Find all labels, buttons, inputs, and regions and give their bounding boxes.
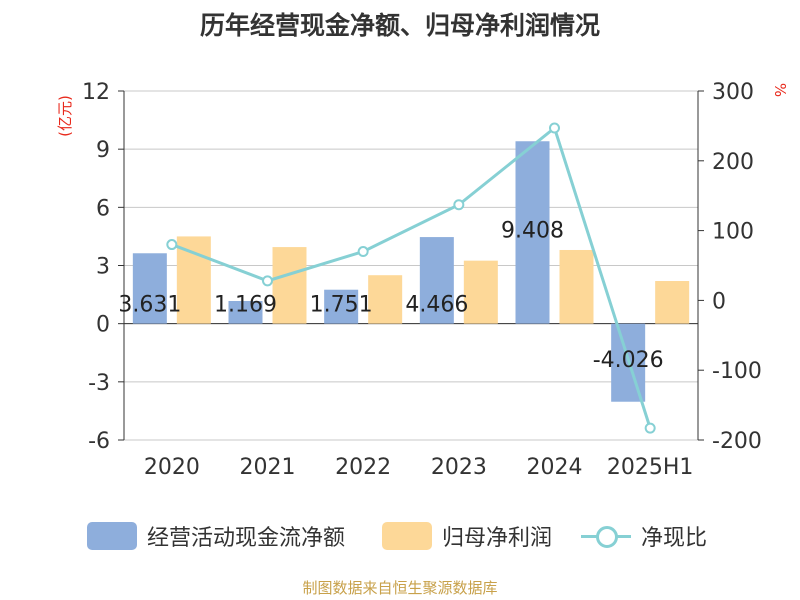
x-tick-label: 2024 bbox=[527, 455, 583, 480]
legend-item-ratio[interactable]: 净现比 bbox=[581, 518, 707, 554]
cash-flow-data-label: -4.026 bbox=[593, 348, 664, 373]
cash-flow-bar bbox=[132, 253, 167, 324]
net-profit-bar bbox=[463, 260, 498, 324]
legend-label-net-profit: 归母净利润 bbox=[442, 526, 553, 551]
left-tick-label: -6 bbox=[88, 429, 110, 454]
chart-title: 历年经营现金净额、归母净利润情况 bbox=[199, 11, 600, 40]
net-profit-bar bbox=[559, 249, 594, 324]
legend: 经营活动现金流净额 归母净利润 净现比 bbox=[0, 518, 800, 554]
legend-item-cash-flow[interactable]: 经营活动现金流净额 bbox=[87, 518, 345, 554]
cash-flow-data-label: 1.751 bbox=[310, 293, 373, 318]
legend-label-ratio: 净现比 bbox=[641, 526, 708, 551]
right-tick-label: 200 bbox=[712, 150, 754, 175]
cash-flow-bar bbox=[419, 237, 454, 324]
axes bbox=[118, 90, 704, 441]
x-tick-label: 2022 bbox=[335, 455, 391, 480]
left-tick-label: 9 bbox=[96, 138, 110, 163]
net-profit-bar bbox=[272, 247, 307, 324]
net-profit-bar bbox=[176, 236, 211, 324]
left-tick-label: -3 bbox=[88, 371, 110, 396]
ratio-line-series bbox=[166, 122, 656, 434]
left-tick-label: 12 bbox=[82, 80, 110, 105]
ratio-point bbox=[166, 239, 178, 251]
right-tick-label: 0 bbox=[712, 289, 726, 314]
right-tick-label: 100 bbox=[712, 220, 754, 245]
x-tick-label: 2021 bbox=[240, 455, 296, 480]
right-tick-label: 300 bbox=[712, 80, 754, 105]
line-circle-marker-icon bbox=[581, 522, 631, 550]
left-tick-label: 3 bbox=[96, 255, 110, 280]
cash-flow-data-label: 4.466 bbox=[405, 293, 468, 318]
x-tick-label: 2020 bbox=[144, 455, 200, 480]
net-profit-bar bbox=[655, 281, 690, 324]
cash-flow-data-label: 3.631 bbox=[118, 293, 181, 318]
data-labels: 3.631 1.169 1.751 4.466 9.408 -4.026 bbox=[118, 218, 663, 373]
bar-swatch-blue-icon bbox=[87, 522, 137, 550]
ratio-point bbox=[549, 122, 560, 134]
ratio-line bbox=[171, 125, 652, 429]
bar-series bbox=[132, 141, 690, 402]
left-tick-label: 0 bbox=[96, 313, 110, 338]
cash-flow-bar bbox=[324, 289, 359, 324]
right-axis-unit: % bbox=[771, 83, 789, 97]
bar-swatch-orange-icon bbox=[382, 522, 432, 550]
right-tick-label: -100 bbox=[712, 359, 762, 384]
cash-flow-data-label: 1.169 bbox=[214, 293, 277, 318]
cash-flow-bar bbox=[228, 301, 263, 324]
left-axis-unit: (亿元) bbox=[56, 95, 74, 137]
x-tick-label: 2025H1 bbox=[607, 455, 694, 480]
ratio-point bbox=[262, 275, 273, 287]
source-note: 制图数据来自恒生聚源数据库 bbox=[302, 579, 498, 597]
legend-item-net-profit[interactable]: 归母净利润 bbox=[382, 518, 552, 554]
ratio-point bbox=[453, 199, 465, 211]
net-profit-bar bbox=[368, 275, 403, 324]
right-tick-label: -200 bbox=[712, 429, 762, 454]
legend-label-cash-flow: 经营活动现金流净额 bbox=[147, 526, 346, 551]
x-tick-label: 2023 bbox=[431, 455, 487, 480]
cash-flow-bar bbox=[515, 141, 550, 324]
cash-flow-data-label: 9.408 bbox=[501, 218, 564, 243]
ratio-point bbox=[357, 246, 369, 258]
left-tick-label: 6 bbox=[96, 196, 110, 221]
ratio-point bbox=[644, 422, 656, 434]
tick-labels: -6 -3 0 3 6 9 12 -200 -100 0 100 200 300 (亿元)% 2020 202… bbox=[56, 80, 789, 480]
